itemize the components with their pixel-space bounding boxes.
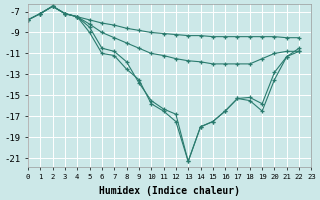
X-axis label: Humidex (Indice chaleur): Humidex (Indice chaleur) xyxy=(99,186,240,196)
